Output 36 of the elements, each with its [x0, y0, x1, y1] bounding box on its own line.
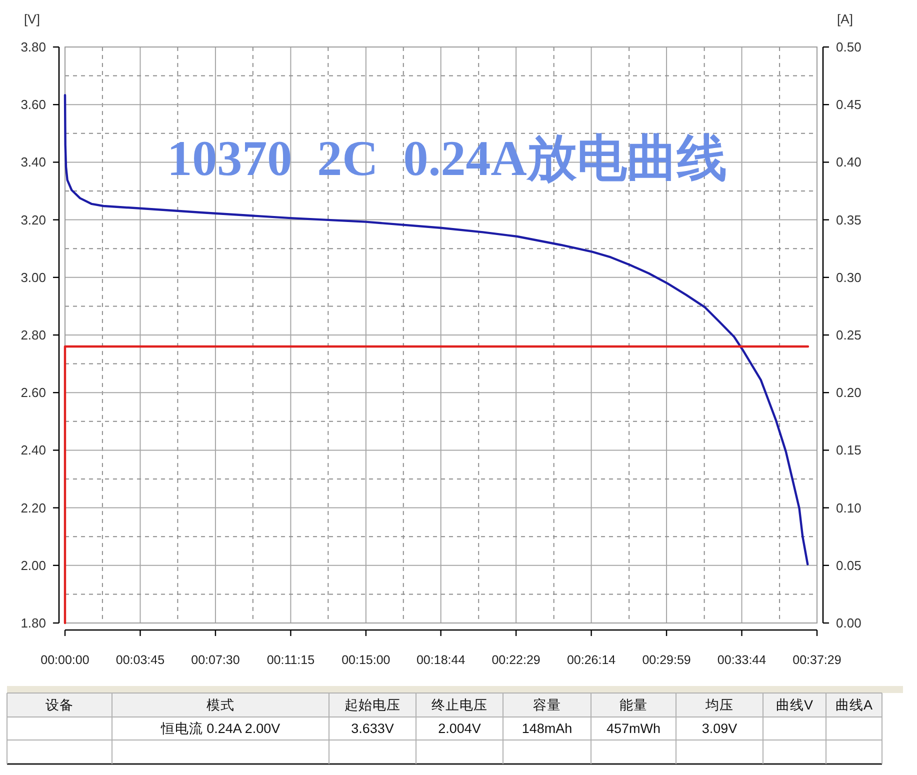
- y2-axis-title: [A]: [837, 12, 853, 26]
- y-tick-label: 2.40: [20, 442, 46, 458]
- y-tick-label: 3.00: [20, 270, 46, 285]
- y-tick-label: 2.80: [20, 328, 46, 342]
- y2-tick-label: 0.35: [836, 212, 862, 228]
- y-tick-label: 2.20: [20, 500, 46, 516]
- y2-tick-label: 0.05: [836, 558, 862, 573]
- y2-tick-label: 0.15: [836, 442, 862, 458]
- y2-tick-label: 0.25: [836, 328, 862, 342]
- y2-tick-label: 0.50: [836, 40, 862, 54]
- x-tick-label: 00:26:14: [566, 653, 616, 667]
- y-tick-label: 2.60: [20, 385, 46, 400]
- x-tick-label: 00:15:00: [342, 653, 390, 667]
- y2-tick-label: 0.30: [836, 270, 862, 285]
- x-tick-label: 00:37:29: [792, 653, 842, 667]
- x-tick-label: 00:03:45: [116, 653, 165, 667]
- x-tick-label: 00:29:59: [642, 653, 691, 667]
- table: 设备 模式 起始电压 终止电压 容量 能量 均压 曲线V 曲线A 恒电流 0.24A 2.00V 3.633V 2.004V 148mAh 457mWh 3.09V: [6, 686, 903, 765]
- y2-tick-label: 0.00: [836, 616, 862, 630]
- y-tick-label: 3.60: [20, 97, 46, 112]
- x-tick-label: 00:22:29: [492, 653, 540, 667]
- y2-tick-label: 0.10: [836, 500, 862, 516]
- x-tick-label: 00:33:44: [717, 653, 766, 667]
- y-tick-label: 3.80: [20, 40, 46, 54]
- x-tick-label: 00:00:00: [40, 653, 90, 667]
- x-tick-label: 00:11:15: [266, 653, 315, 667]
- y-tick-label: 3.40: [20, 154, 46, 170]
- x-tick-label: 00:07:30: [191, 653, 240, 667]
- y-tick-label: 3.20: [20, 212, 46, 228]
- y2-tick-label: 0.20: [836, 385, 862, 400]
- y-tick-label: 1.80: [20, 616, 46, 630]
- y-axis-title: [V]: [24, 12, 40, 26]
- y-tick-label: 2.00: [20, 558, 46, 573]
- y2-tick-label: 0.45: [836, 97, 862, 112]
- y2-tick-label: 0.40: [836, 154, 862, 170]
- x-tick-label: 00:18:44: [416, 653, 466, 667]
